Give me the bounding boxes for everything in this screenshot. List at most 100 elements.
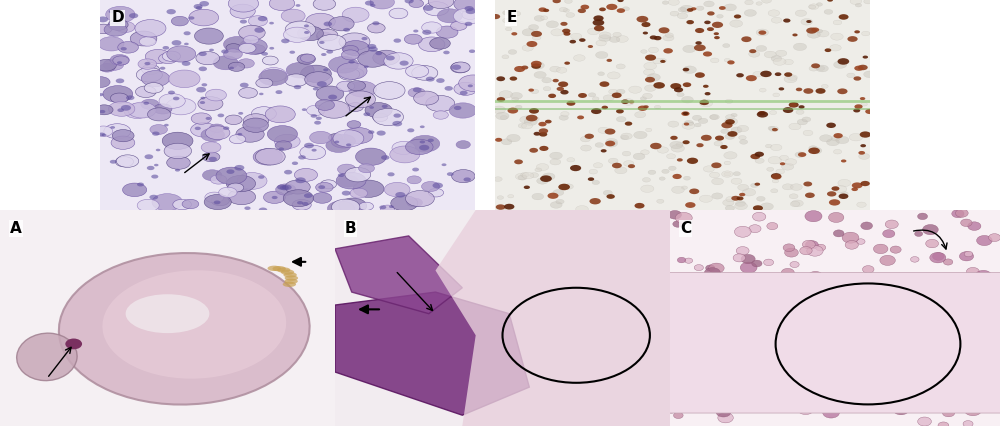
Circle shape: [221, 49, 229, 54]
Circle shape: [336, 172, 366, 189]
Circle shape: [669, 166, 676, 170]
Circle shape: [522, 173, 534, 179]
Circle shape: [113, 56, 129, 65]
Circle shape: [563, 9, 569, 12]
Circle shape: [281, 38, 290, 43]
Circle shape: [139, 37, 156, 46]
Circle shape: [419, 37, 445, 52]
Circle shape: [931, 289, 945, 299]
Circle shape: [801, 299, 809, 305]
Circle shape: [295, 177, 306, 183]
Circle shape: [491, 14, 500, 19]
Circle shape: [200, 101, 205, 104]
Circle shape: [884, 392, 897, 400]
Circle shape: [447, 172, 454, 176]
Circle shape: [694, 265, 703, 271]
Circle shape: [599, 32, 611, 38]
Circle shape: [313, 193, 332, 203]
Circle shape: [496, 204, 505, 210]
Circle shape: [757, 196, 765, 201]
Circle shape: [259, 69, 288, 86]
Circle shape: [551, 29, 564, 36]
Circle shape: [407, 198, 422, 207]
Circle shape: [662, 169, 669, 173]
Circle shape: [772, 128, 778, 131]
Circle shape: [596, 52, 608, 58]
Circle shape: [275, 90, 282, 94]
Circle shape: [760, 203, 773, 210]
Circle shape: [940, 297, 949, 302]
Circle shape: [755, 152, 764, 157]
Circle shape: [650, 143, 662, 149]
Circle shape: [344, 127, 373, 144]
Circle shape: [609, 89, 618, 94]
Circle shape: [350, 188, 368, 198]
Circle shape: [790, 103, 797, 107]
Circle shape: [840, 320, 849, 325]
Circle shape: [265, 106, 295, 123]
Circle shape: [91, 77, 110, 87]
Circle shape: [752, 260, 762, 267]
Circle shape: [512, 97, 519, 101]
Circle shape: [724, 58, 731, 62]
Circle shape: [182, 61, 190, 66]
Circle shape: [768, 126, 775, 130]
Circle shape: [365, 103, 392, 118]
Circle shape: [315, 100, 335, 110]
Circle shape: [216, 167, 247, 184]
Circle shape: [342, 40, 369, 56]
Circle shape: [311, 114, 317, 118]
Circle shape: [641, 185, 654, 193]
Circle shape: [156, 149, 160, 151]
Circle shape: [885, 220, 898, 229]
Circle shape: [827, 191, 836, 196]
Ellipse shape: [126, 294, 209, 333]
Circle shape: [807, 288, 820, 296]
Circle shape: [698, 118, 708, 124]
Circle shape: [191, 113, 211, 124]
Circle shape: [347, 121, 361, 128]
Circle shape: [553, 0, 561, 3]
Circle shape: [603, 190, 612, 196]
Circle shape: [987, 348, 999, 357]
Circle shape: [771, 17, 782, 23]
Circle shape: [733, 254, 745, 262]
Circle shape: [339, 33, 370, 50]
Circle shape: [505, 27, 512, 31]
Circle shape: [522, 29, 535, 36]
Circle shape: [744, 320, 760, 331]
Circle shape: [674, 87, 683, 92]
Circle shape: [857, 239, 865, 245]
Circle shape: [714, 32, 719, 35]
Circle shape: [515, 105, 522, 109]
Circle shape: [817, 66, 825, 70]
Circle shape: [789, 123, 801, 130]
Circle shape: [654, 36, 661, 40]
Circle shape: [638, 106, 647, 111]
Circle shape: [422, 30, 431, 35]
Circle shape: [607, 72, 620, 79]
Circle shape: [539, 128, 548, 134]
Circle shape: [798, 152, 806, 157]
Circle shape: [751, 278, 767, 288]
Circle shape: [294, 85, 301, 89]
Circle shape: [803, 130, 813, 136]
Circle shape: [735, 201, 746, 207]
Circle shape: [828, 213, 844, 222]
Circle shape: [528, 25, 539, 30]
Circle shape: [329, 17, 354, 31]
Circle shape: [159, 53, 177, 63]
Circle shape: [230, 4, 255, 18]
Circle shape: [507, 18, 514, 22]
Ellipse shape: [102, 271, 286, 379]
Circle shape: [790, 184, 802, 190]
Circle shape: [409, 0, 424, 8]
Circle shape: [736, 247, 749, 255]
Circle shape: [550, 159, 561, 165]
Circle shape: [725, 134, 735, 139]
Circle shape: [126, 95, 134, 100]
Circle shape: [566, 13, 575, 17]
Circle shape: [277, 184, 286, 190]
Circle shape: [821, 84, 828, 88]
Circle shape: [616, 89, 625, 94]
